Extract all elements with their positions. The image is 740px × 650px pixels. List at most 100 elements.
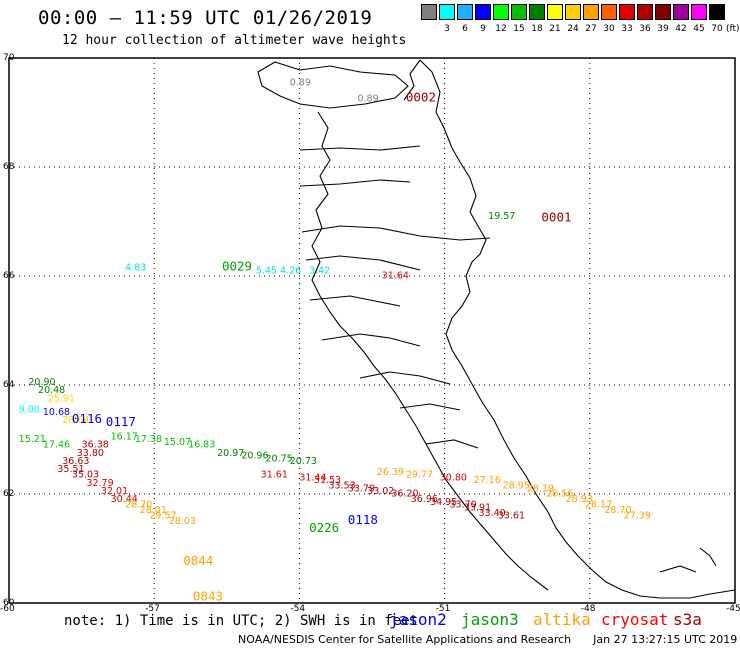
scale-swatch xyxy=(709,4,725,20)
wave-height-value: 15.07 xyxy=(164,437,191,448)
scale-swatch xyxy=(637,4,653,20)
pass-time-label: 0118 xyxy=(348,512,378,527)
wave-height-value: 27.39 xyxy=(624,511,651,522)
coastline-segment xyxy=(359,371,451,385)
coastline-segment xyxy=(309,295,401,307)
scale-swatch xyxy=(655,4,671,20)
wave-height-value: 34.95 xyxy=(430,497,457,508)
latitude-tick-label: 64 xyxy=(3,380,15,390)
wave-height-value: 35.03 xyxy=(72,470,99,481)
longitude-tick-label: -60 xyxy=(0,604,15,614)
pass-time-label: 0844 xyxy=(183,553,213,568)
coastline-segment xyxy=(299,145,421,151)
satellite-legend-cryosat: cryosat xyxy=(601,610,669,629)
longitude-tick-label: -45 xyxy=(726,604,740,614)
wave-height-value: 28.19 xyxy=(527,483,554,494)
coastline-segment xyxy=(399,403,461,411)
scale-label: 42 xyxy=(675,24,687,34)
wave-height-value: 17.46 xyxy=(43,440,70,451)
pass-time-label: 0002 xyxy=(406,90,436,105)
wave-height-value: 33.80 xyxy=(77,448,104,459)
map-subtitle: 12 hour collection of altimeter wave hei… xyxy=(62,33,407,48)
wave-height-value: 30.80 xyxy=(440,472,467,483)
satellite-legend-jason3: jason3 xyxy=(461,610,519,629)
scale-label: 3 xyxy=(444,24,450,34)
scale-swatch xyxy=(691,4,707,20)
wave-height-value: 28.70 xyxy=(125,500,152,511)
wave-height-value: 35.51 xyxy=(57,464,84,475)
wave-height-value: 33.40 xyxy=(478,508,505,519)
wave-height-value: 28.70 xyxy=(604,505,631,516)
pass-time-label: 0116 xyxy=(72,411,102,426)
scale-swatch xyxy=(601,4,617,20)
wave-height-value: 28.01 xyxy=(140,505,167,516)
longitude-tick-label: -54 xyxy=(290,604,306,614)
wave-height-value: 16.83 xyxy=(188,440,215,451)
coastline-segment xyxy=(419,59,690,599)
wave-height-value: 26.39 xyxy=(377,467,404,478)
satellite-legend-s3a: s3a xyxy=(673,610,702,629)
scale-label: 36 xyxy=(639,24,651,34)
generation-timestamp: Jan 27 13:27:15 UTC 2019 xyxy=(593,633,738,646)
wave-height-value: 28.03 xyxy=(169,516,196,527)
wave-height-value: 36.20 xyxy=(391,489,418,500)
scale-swatch xyxy=(529,4,545,20)
map-frame xyxy=(8,57,736,604)
lat-lon-grid xyxy=(9,58,735,603)
wave-height-value: 31.61 xyxy=(261,470,288,481)
wave-height-value: 33.02 xyxy=(367,486,394,497)
coastline-segment xyxy=(301,225,491,241)
scale-swatch xyxy=(421,4,437,20)
satellite-legend-jason2: jason2 xyxy=(389,610,447,629)
latitude-tick-label: 66 xyxy=(3,271,15,281)
wave-height-value: 20.96 xyxy=(241,451,268,462)
wave-height-value: 3.42 xyxy=(309,265,330,276)
scale-label: 30 xyxy=(603,24,615,34)
latitude-tick-label: 60 xyxy=(3,598,15,608)
wave-height-value: 9.00 xyxy=(19,404,40,415)
satellite-legend-altika: altika xyxy=(533,610,591,629)
wave-height-value: 10.68 xyxy=(43,407,70,418)
scale-swatch xyxy=(493,4,509,20)
wave-height-value: 31.53 xyxy=(314,475,341,486)
coastline-segment xyxy=(321,333,421,347)
wave-height-value: 4.26 xyxy=(280,265,301,276)
latitude-tick-label: 70 xyxy=(3,53,15,63)
wave-height-value: 28.93 xyxy=(566,494,593,505)
pass-time-label: 0029 xyxy=(222,259,252,274)
wave-height-value: 28.56 xyxy=(546,489,573,500)
longitude-tick-label: -48 xyxy=(580,604,596,614)
scale-label: 45 xyxy=(693,24,705,34)
scale-label: 33 xyxy=(621,24,633,34)
scale-swatch xyxy=(583,4,599,20)
pass-time-label: 0843 xyxy=(193,588,223,603)
wave-height-value: 31.64 xyxy=(382,271,409,282)
wave-height-value: 36.96 xyxy=(411,494,438,505)
wave-height-value: 32.79 xyxy=(86,478,113,489)
credit-text: NOAA/NESDIS Center for Satellite Applica… xyxy=(238,633,572,646)
scale-label: 70 xyxy=(711,24,723,34)
wave-height-value: 33.79 xyxy=(348,483,375,494)
wave-height-value: 28.95 xyxy=(503,481,530,492)
scale-swatch xyxy=(457,4,473,20)
coastline-segment xyxy=(659,565,697,573)
coastline-segment xyxy=(403,59,421,101)
wave-height-value: 20.97 xyxy=(217,448,244,459)
scale-label: 39 xyxy=(657,24,669,34)
wave-height-value: 17.38 xyxy=(135,434,162,445)
wave-height-value: 20.73 xyxy=(290,456,317,467)
scale-label: 9 xyxy=(480,24,486,34)
wave-height-value: 4.83 xyxy=(125,263,146,274)
scale-swatch xyxy=(547,4,563,20)
longitude-tick-label: -57 xyxy=(145,604,160,614)
wave-height-value: 20.90 xyxy=(28,377,55,388)
latitude-tick-label: 62 xyxy=(3,489,15,499)
scale-label: 24 xyxy=(567,24,579,34)
scale-swatch xyxy=(619,4,635,20)
coastline-segment xyxy=(425,439,479,449)
wave-height-value: 20.75 xyxy=(266,453,293,464)
wave-height-value: 33.70 xyxy=(449,500,476,511)
scale-label: 21 xyxy=(549,24,561,34)
